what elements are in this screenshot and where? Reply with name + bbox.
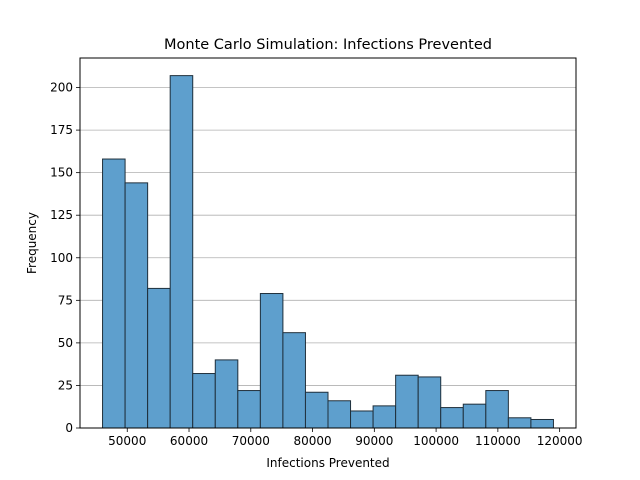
histogram-bar — [395, 374, 419, 429]
histogram-bar — [485, 390, 509, 429]
x-tick-label: 60000 — [170, 434, 208, 448]
x-tick-label: 90000 — [355, 434, 393, 448]
histogram-bar — [327, 400, 352, 429]
x-tick-label: 120000 — [537, 434, 583, 448]
x-tick-label: 70000 — [232, 434, 270, 448]
histogram-bar — [282, 332, 306, 429]
x-tick-label: 80000 — [293, 434, 331, 448]
axes-frame — [79, 57, 577, 429]
histogram-bar — [147, 287, 171, 429]
histogram-bar — [440, 407, 464, 429]
y-tick-label: 75 — [58, 293, 73, 307]
histogram-bar — [417, 376, 442, 429]
histogram-bar — [124, 182, 149, 429]
y-axis-ticks: 0 25 50 75 100 125 150 175 200 — [50, 81, 80, 435]
histogram-bar — [214, 359, 239, 429]
histogram-bar — [169, 75, 194, 429]
histogram-bar — [350, 410, 374, 429]
y-tick-label: 25 — [58, 378, 73, 392]
histogram-bar — [192, 373, 216, 429]
histogram-bar — [462, 403, 487, 429]
y-tick-label: 125 — [50, 208, 73, 222]
histogram-bar — [304, 391, 329, 429]
y-tick-label: 150 — [50, 166, 73, 180]
y-tick-label: 200 — [50, 81, 73, 95]
chart-title: Monte Carlo Simulation: Infections Preve… — [164, 37, 492, 53]
y-tick-label: 50 — [58, 336, 73, 350]
histogram-bar — [372, 405, 397, 429]
histogram-bar — [237, 390, 261, 429]
x-tick-label: 100000 — [413, 434, 459, 448]
histogram-bar — [530, 418, 554, 429]
x-axis-label: Infections Prevented — [266, 456, 389, 470]
y-axis-label: Frequency — [25, 212, 39, 274]
y-tick-label: 100 — [50, 251, 73, 265]
histogram-bar — [259, 293, 284, 429]
y-tick-label: 175 — [50, 123, 73, 137]
x-tick-label: 110000 — [475, 434, 521, 448]
x-axis-ticks: 50000 60000 70000 80000 90000 100000 110000 120… — [108, 428, 583, 448]
histogram-bar — [102, 158, 126, 429]
histogram-bar — [507, 417, 532, 429]
y-tick-label: 0 — [65, 421, 73, 435]
x-tick-label: 50000 — [108, 434, 146, 448]
bars — [102, 75, 554, 429]
